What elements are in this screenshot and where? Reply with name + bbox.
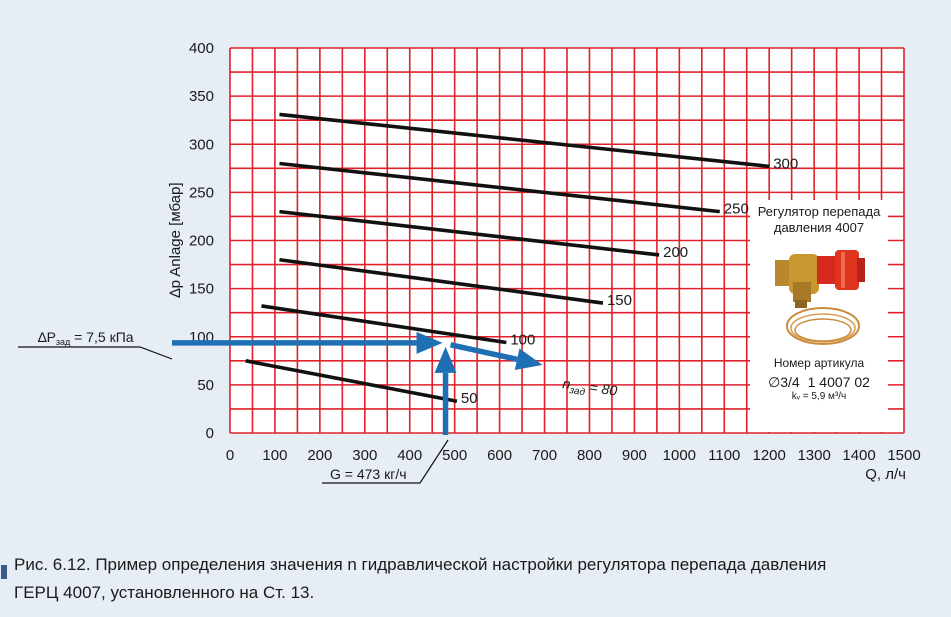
series-lines: 50 100 150 200 250 300 [245, 112, 798, 407]
x-axis-label: Q, л/ч [865, 466, 906, 483]
arrows [172, 331, 543, 435]
x-tick-label: 200 [307, 447, 332, 464]
article-row: ∅3/4 1 4007 02 [750, 374, 888, 391]
figure-caption: Рис. 6.12. Пример определения значения n… [0, 552, 951, 612]
y-tick-label: 200 [189, 233, 214, 250]
y-axis-label: ∆p Anlage [мбар] [167, 182, 184, 297]
series-label-150: 150 [607, 292, 632, 309]
x-tick-label: 100 [262, 447, 287, 464]
y-tick-label: 300 [189, 136, 214, 153]
x-tick-label: 1100 [708, 447, 740, 464]
x-tick-label: 1400 [842, 447, 875, 464]
n-symbol: n [562, 375, 572, 392]
y-tick-label: 150 [189, 281, 214, 298]
kv-value: kᵥ = 5,9 м³/ч [791, 391, 847, 402]
y-tick-label: 250 [189, 184, 214, 201]
product-card: Регулятор перепада давления 4007 Номер а… [750, 200, 888, 432]
x-tick-label: 1200 [753, 447, 786, 464]
x-tick-label: 1300 [797, 447, 830, 464]
x-tick-label: 800 [577, 447, 602, 464]
series-line-150 [279, 257, 604, 305]
series-label-300: 300 [773, 155, 798, 172]
series-label-200: 200 [663, 244, 688, 261]
series-line-100 [261, 304, 507, 345]
article-label: Номер артикула [773, 356, 865, 370]
g-annotation: G = 473 кг/ч [330, 466, 407, 482]
n-annotation: nзад = 80 [561, 375, 618, 402]
x-tick-label: 300 [352, 447, 377, 464]
g-arrow [434, 346, 457, 435]
dp-subscript: зад [56, 337, 71, 347]
valve-size: ∅3/4 [768, 374, 800, 390]
x-tick-label: 700 [532, 447, 557, 464]
x-tick-label: 500 [442, 447, 467, 464]
tick-labels: 0 100 200 300 400 500 600 700 800 900 1000 1100 1200… [189, 40, 921, 464]
y-tick-label: 350 [189, 88, 214, 105]
n-value: = 80 [585, 378, 619, 398]
dp-leader-line [18, 346, 173, 360]
dp-annotation: ∆Pзад = 7,5 кПа [38, 329, 134, 347]
series-line-250 [279, 161, 720, 214]
x-tick-label: 1500 [887, 447, 920, 464]
dp-value: = 7,5 кПа [70, 329, 133, 345]
product-title: Регулятор перепада давления 4007 [757, 204, 881, 235]
annotations: ∆Pзад = 7,5 кПа G = 473 кг/ч nзад = 80 [18, 329, 618, 484]
caption-line-2: ГЕРЦ 4007, установленного на Ст. 13. [14, 583, 315, 602]
x-tick-label: 400 [397, 447, 422, 464]
g-leader-line [322, 439, 449, 484]
series-label-50: 50 [461, 390, 478, 407]
x-tick-label: 0 [226, 447, 234, 464]
y-tick-label: 400 [189, 40, 214, 57]
dp-arrow [172, 331, 443, 354]
y-tick-label: 0 [206, 425, 214, 442]
x-tick-label: 1000 [663, 447, 696, 464]
series-label-250: 250 [724, 201, 749, 218]
series-line-200 [279, 209, 660, 257]
dp-symbol: ∆P [38, 329, 56, 345]
series-line-50 [245, 359, 458, 404]
y-tick-label: 50 [197, 377, 214, 394]
n-arrow [449, 342, 543, 371]
n-subscript: зад [568, 385, 586, 398]
caption-line-1: Рис. 6.12. Пример определения значения n… [14, 555, 827, 574]
x-tick-label: 900 [622, 447, 647, 464]
x-tick-label: 600 [487, 447, 512, 464]
series-line-300 [279, 112, 770, 169]
article-number: 1 4007 02 [807, 374, 870, 390]
caption-marker [1, 565, 7, 579]
series-label-100: 100 [510, 332, 535, 349]
valve-image [775, 250, 865, 345]
